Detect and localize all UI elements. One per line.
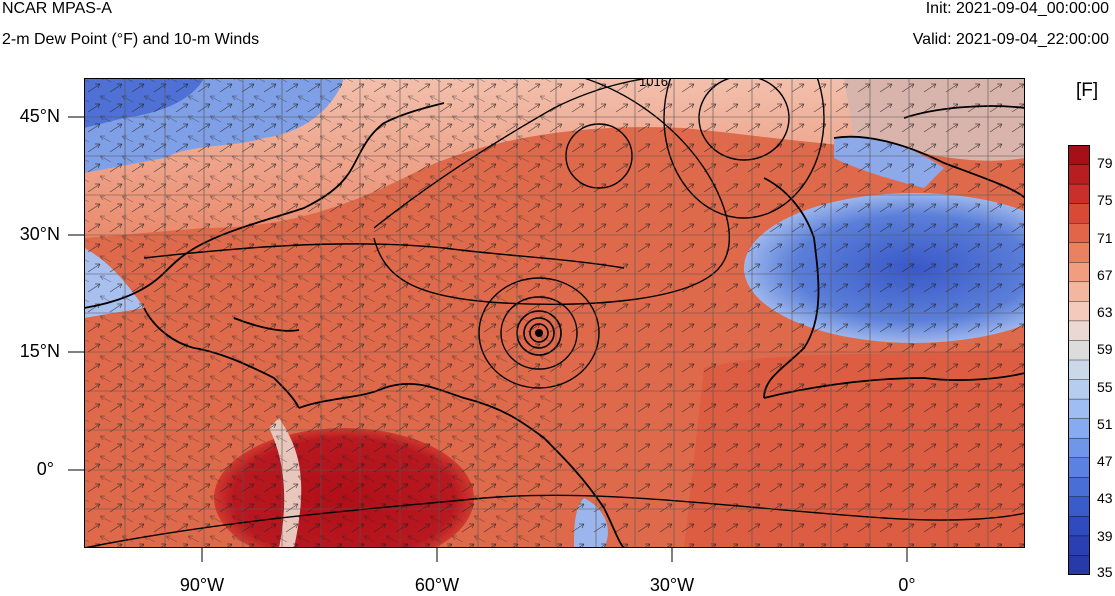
colorbar-segment — [1068, 398, 1090, 420]
colorbar-segment — [1068, 320, 1090, 342]
colorbar-segment — [1068, 437, 1090, 459]
map-panel: 1016 — [84, 78, 1025, 548]
lon-label-0: 0° — [898, 575, 916, 595]
contour-label: 1016 — [639, 78, 668, 89]
colorbar-tick-label: 75 — [1097, 192, 1113, 209]
colorbar-border — [1068, 145, 1090, 575]
colorbar-segment — [1068, 164, 1090, 185]
colorbar-tick-label: 39 — [1097, 527, 1113, 544]
graticule — [84, 78, 1025, 548]
colorbar-tick-label: 59 — [1097, 341, 1113, 358]
lat-label-15n: 15°N — [19, 341, 60, 361]
colorbar-tick-label: 71 — [1097, 229, 1113, 246]
colorbar-segment — [1068, 183, 1090, 205]
colorbar-segment — [1068, 418, 1090, 439]
map-border — [84, 78, 1025, 548]
plot-title: NCAR MPAS-A — [2, 0, 112, 17]
colorbar-segment — [1068, 222, 1090, 244]
colorbar-segment — [1068, 340, 1090, 361]
colorbar-segment — [1068, 203, 1090, 224]
init-time: Init: 2021-09-04_00:00:00 — [925, 0, 1109, 17]
lon-label-90w: 90°W — [179, 575, 225, 595]
colorbar-segment — [1068, 145, 1090, 166]
colorbar — [1068, 145, 1090, 575]
colorbar-tick-label: 47 — [1097, 453, 1113, 470]
dewpoint-map: 1016 — [84, 78, 1025, 548]
colorbar-segment — [1068, 535, 1090, 557]
colorbar-segment — [1068, 281, 1090, 303]
colorbar-segment — [1068, 477, 1090, 498]
lon-label-30w: 30°W — [649, 575, 695, 595]
colorbar-tick-label: 79 — [1097, 155, 1113, 171]
hurricane-larry-circulation — [516, 310, 562, 356]
colorbar-tick-label: 67 — [1097, 266, 1113, 283]
lat-label-0: 0° — [36, 459, 54, 479]
colorbar-units: [F] — [1076, 80, 1099, 101]
colorbar-segment — [1068, 379, 1090, 400]
colorbar-tick-label: 55 — [1097, 378, 1113, 395]
valid-time: Valid: 2021-09-04_22:00:00 — [912, 31, 1109, 48]
lon-label-60w: 60°W — [414, 575, 460, 595]
colorbar-segment — [1068, 359, 1090, 381]
colorbar-segment — [1068, 262, 1090, 283]
colorbar-segment — [1068, 555, 1090, 575]
colorbar-tick-label: 51 — [1097, 415, 1113, 432]
colorbar-tick-label: 35 — [1097, 564, 1113, 580]
colorbar-tick-label: 43 — [1097, 490, 1113, 507]
colorbar-segment — [1068, 301, 1090, 322]
lat-label-30n: 30°N — [19, 224, 60, 244]
colorbar-segment — [1068, 457, 1090, 478]
colorbar-segment — [1068, 242, 1090, 263]
lat-label-45n: 45°N — [19, 106, 60, 126]
colorbar-segment — [1068, 496, 1090, 518]
colorbar-tick-label: 63 — [1097, 304, 1113, 321]
colorbar-segment — [1068, 516, 1090, 537]
plot-subtitle: 2-m Dew Point (°F) and 10-m Winds — [2, 31, 260, 48]
